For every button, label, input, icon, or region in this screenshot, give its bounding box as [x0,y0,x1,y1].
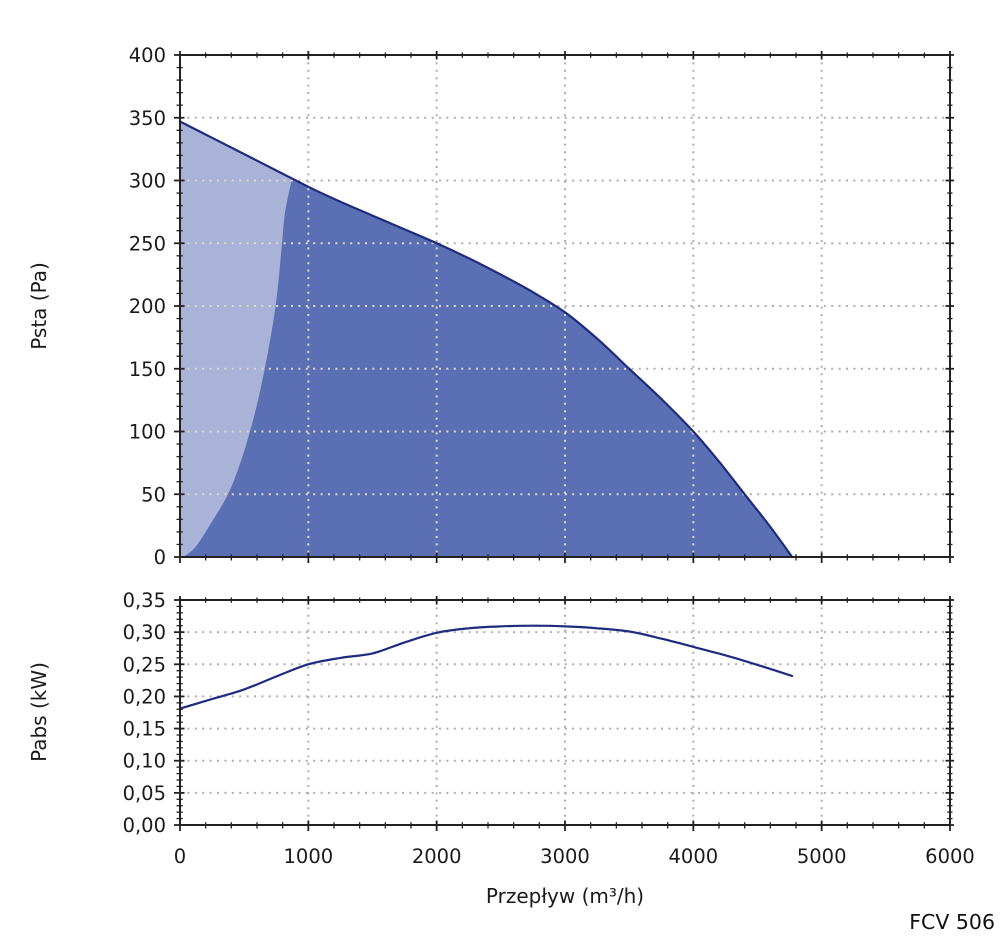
y-tick-label: 0,10 [123,750,166,773]
x-tick-label: 2000 [412,845,462,868]
x-tick-label: 5000 [797,845,847,868]
x-tick-labels: 0 1000 2000 3000 4000 5000 6000 [174,845,975,868]
y-tick-label: 0,30 [123,621,166,644]
y-tick-label: 50 [141,483,166,506]
y-tick-label: 250 [129,232,166,255]
flow-axis-title: Przepływ (m³/h) [485,884,645,908]
x-tick-label: 0 [174,845,186,868]
y-tick-label: 0,15 [123,718,166,741]
y-tick-label: 0 [154,546,166,569]
static-pressure-curve [178,120,794,559]
y-tick-label: 100 [129,421,166,444]
absorbed-power-curve [178,624,794,710]
psta-axis-title: Psta (Pa) [27,262,51,350]
x-tick-label: 1000 [284,845,334,868]
y-tick-label: 150 [129,358,166,381]
y-tick-label: 0,35 [123,589,166,612]
y-tick-label: 0,05 [123,782,166,805]
y-tick-label: 0,20 [123,685,166,708]
axis-ticks [174,51,954,563]
x-tick-label: 4000 [669,845,719,868]
model-label: FCV 506 [909,910,995,934]
y-tick-label: 200 [129,295,166,318]
y-tick-label: 300 [129,170,166,193]
y-tick-label: 400 [129,44,166,67]
x-tick-label: 6000 [925,845,975,868]
pabs-axis-title: Pabs (kW) [27,662,51,762]
power-chart: 0,00 0,05 0,10 0,15 0,20 0,25 0,30 0,35 0 1000 200… [123,589,975,868]
y-tick-labels: 0 50 100 150 200 250 300 350 400 [129,44,166,569]
axis-ticks [174,596,954,831]
y-tick-label: 0,25 [123,653,166,676]
operating-zone-fill [183,178,793,557]
x-tick-label: 3000 [540,845,590,868]
dotted-grid [180,600,950,825]
pressure-chart: 0 50 100 150 200 250 300 350 400 [129,44,954,569]
y-tick-labels: 0,00 0,05 0,10 0,15 0,20 0,25 0,30 0,35 [123,589,166,837]
y-tick-label: 0,00 [123,814,166,837]
y-tick-label: 350 [129,107,166,130]
